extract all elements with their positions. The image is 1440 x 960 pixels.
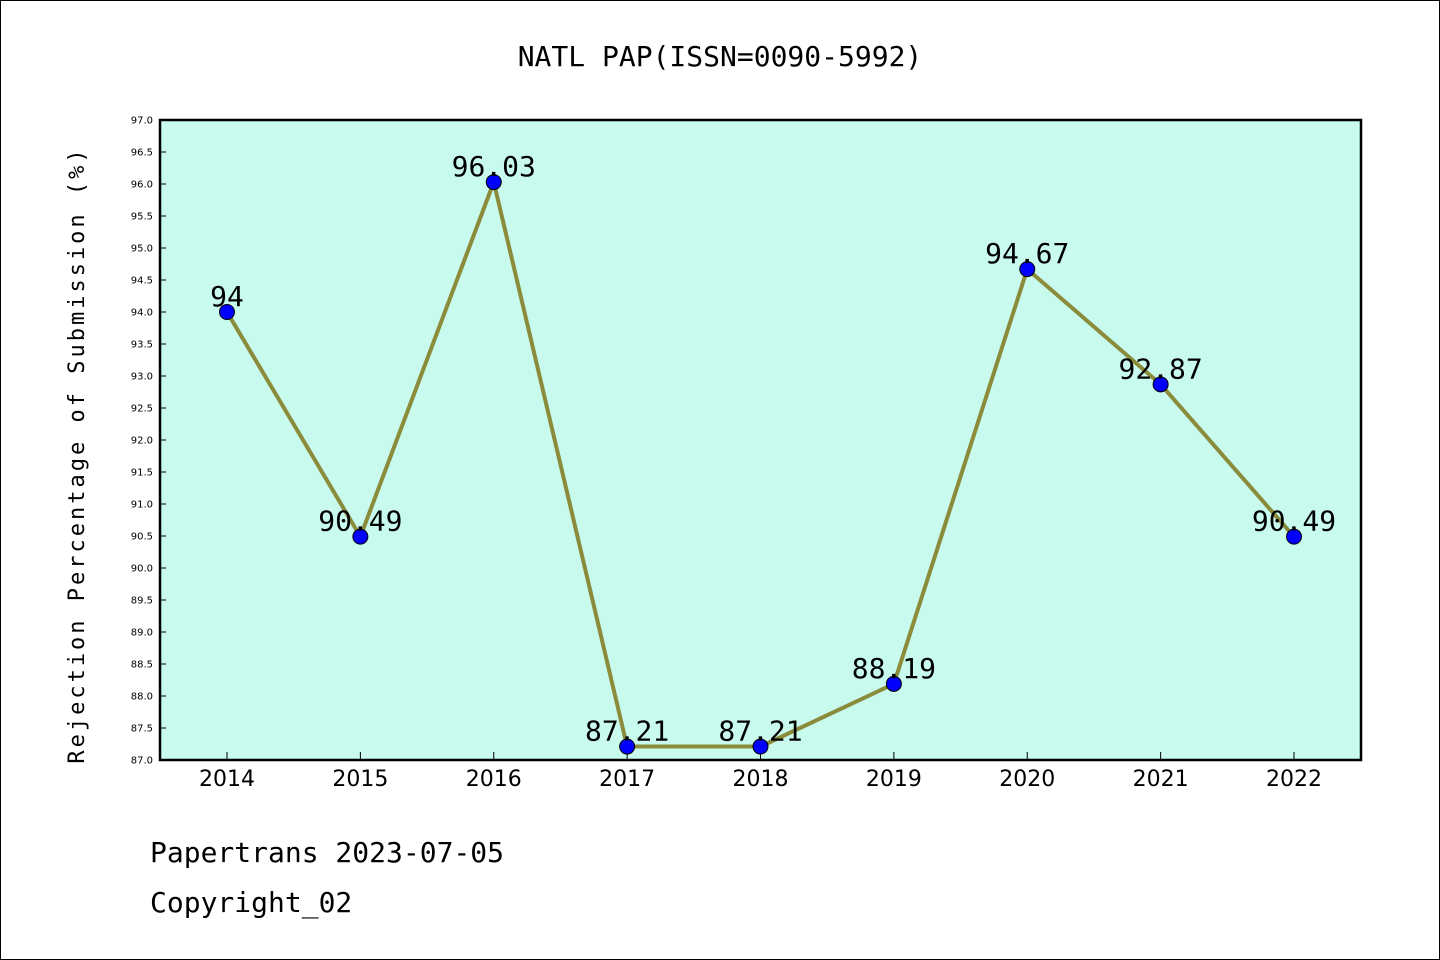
y-tick-label: 93.5 xyxy=(131,340,153,351)
data-label: 87.21 xyxy=(718,715,802,748)
x-axis-ticks: 2014 2015 2016 2017 2018 2019 2020 2021 2022 xyxy=(199,752,1322,792)
y-tick-label: 89.5 xyxy=(131,596,153,607)
data-label: 90.49 xyxy=(1252,505,1336,538)
y-tick-label: 95.0 xyxy=(131,244,153,255)
x-tick-label: 2018 xyxy=(733,767,789,792)
y-tick-label: 90.0 xyxy=(131,564,153,575)
x-tick-label: 2020 xyxy=(999,767,1055,792)
y-tick-label: 92.5 xyxy=(131,404,153,415)
data-point xyxy=(885,675,902,692)
y-tick-label: 89.0 xyxy=(131,628,153,639)
data-label: 96.03 xyxy=(452,150,536,183)
y-axis-ticks: 87.0 87.5 88.0 88.5 89.0 89.5 90.0 90.5 91.0 91.5… xyxy=(131,116,166,767)
x-tick-label: 2017 xyxy=(599,767,655,792)
plot-area xyxy=(158,118,1363,762)
y-axis-label: Rejection Percentage of Submission (%) xyxy=(65,146,90,763)
chart-title: NATL PAP(ISSN=0090-5992) xyxy=(518,40,923,73)
y-tick-label: 90.5 xyxy=(131,532,153,543)
data-label: 87.21 xyxy=(585,715,669,748)
data-label: 94 xyxy=(210,280,244,313)
y-tick-label: 94.0 xyxy=(131,308,153,319)
x-tick-label: 2015 xyxy=(332,767,388,792)
data-point xyxy=(619,738,636,755)
data-label: 92.87 xyxy=(1118,352,1202,385)
y-tick-label: 87.5 xyxy=(131,724,153,735)
y-tick-label: 91.5 xyxy=(131,468,153,479)
data-label: 90.49 xyxy=(318,505,402,538)
data-points xyxy=(219,174,1302,755)
data-point xyxy=(485,174,502,191)
x-tick-label: 2021 xyxy=(1133,767,1189,792)
data-point xyxy=(1019,261,1036,278)
footer-copyright: Copyright_02 xyxy=(150,886,353,919)
y-tick-label: 87.0 xyxy=(131,756,153,767)
y-tick-label: 95.5 xyxy=(131,212,153,223)
y-tick-label: 94.5 xyxy=(131,276,153,287)
data-point xyxy=(1286,528,1302,545)
y-tick-label: 88.5 xyxy=(131,660,153,671)
y-tick-label: 92.0 xyxy=(131,436,153,447)
footer-source: Papertrans 2023-07-05 xyxy=(150,836,505,869)
data-label: 88.19 xyxy=(852,652,936,685)
data-point xyxy=(352,528,369,545)
y-tick-label: 88.0 xyxy=(131,692,153,703)
data-label: 94.67 xyxy=(985,237,1069,270)
data-point xyxy=(219,304,235,320)
x-tick-label: 2022 xyxy=(1266,767,1322,792)
data-point xyxy=(752,738,769,755)
y-tick-label: 96.5 xyxy=(131,148,153,159)
data-point xyxy=(1152,376,1169,393)
y-tick-label: 97.0 xyxy=(131,116,153,127)
y-tick-label: 91.0 xyxy=(131,500,153,511)
y-tick-label: 93.0 xyxy=(131,372,153,383)
x-tick-label: 2016 xyxy=(466,767,522,792)
data-labels: 94 90.49 96.03 87.21 87.21 88.19 94.67 92.87 90.… xyxy=(210,150,1336,747)
x-tick-label: 2019 xyxy=(866,767,922,792)
x-tick-label: 2014 xyxy=(199,767,255,792)
y-tick-label: 96.0 xyxy=(131,180,153,191)
